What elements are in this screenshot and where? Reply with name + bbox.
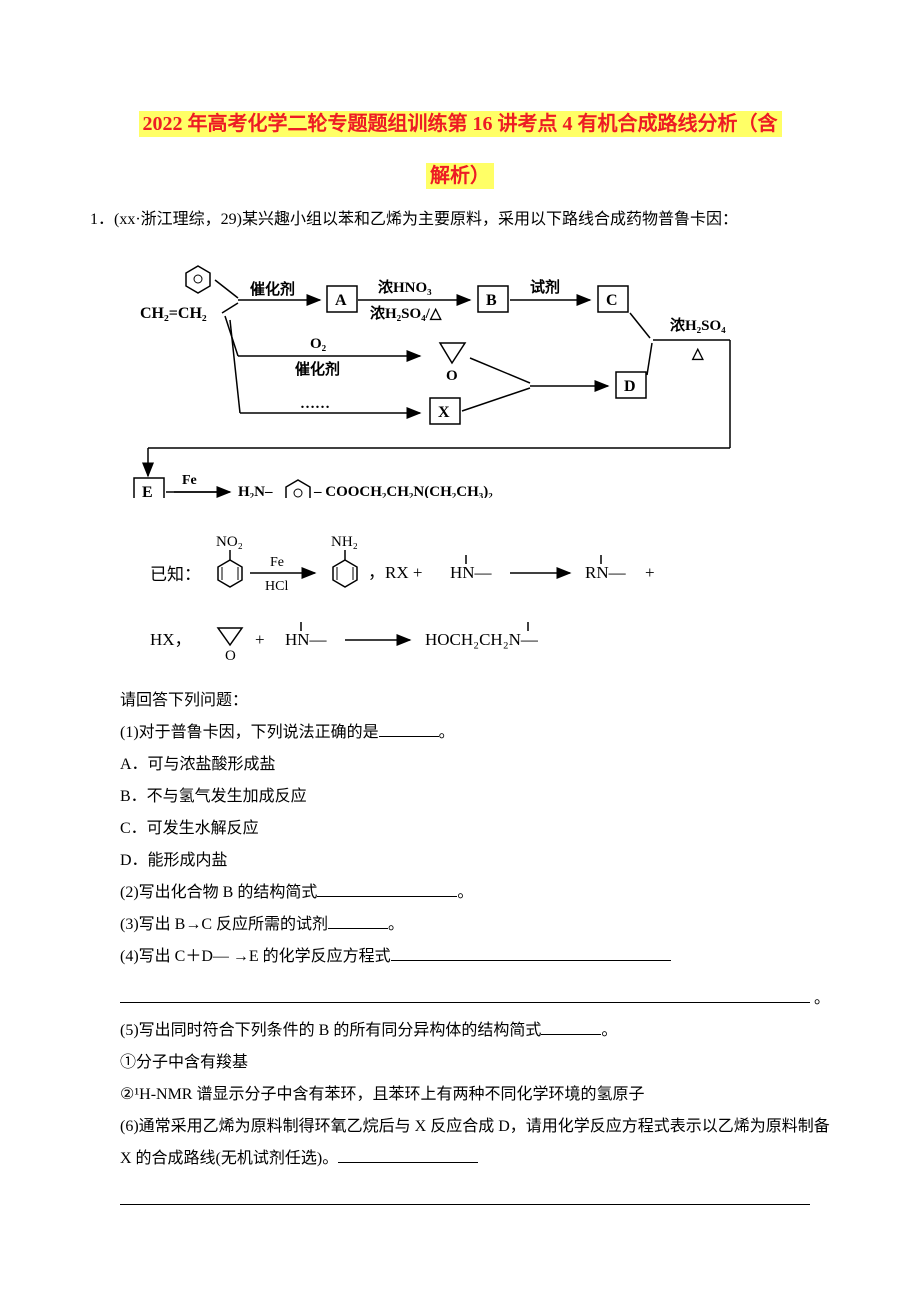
- blank: [328, 913, 388, 929]
- svg-text:+: +: [255, 630, 265, 649]
- svg-text:RN—: RN—: [585, 563, 627, 582]
- blank: [338, 1147, 478, 1163]
- svg-text:– COOCH₂CH₂N(CH₂CH₃)₂: – COOCH₂CH₂N(CH₂CH₃)₂: [313, 484, 493, 498]
- svg-text:催化剂: 催化剂: [250, 280, 295, 298]
- svg-text:已知：: 已知：: [150, 565, 201, 584]
- q4-text: (4)写出 C＋D― →E 的化学反应方程式: [120, 948, 391, 965]
- svg-text:H₂N–: H₂N–: [238, 484, 273, 498]
- q3-text: (3)写出 B→C 反应所需的试剂: [120, 916, 328, 933]
- synthesis-diagram: CH₂=CH₂ 催化剂 A 浓HNO₃ 浓H₂SO₄/△ B 试剂 C O₂ 催…: [130, 248, 830, 498]
- q5-cond2: ②¹H-NMR 谱显示分子中含有苯环，且苯环上有两种不同化学环境的氢原子: [120, 1079, 830, 1111]
- svg-text:HCl: HCl: [178, 497, 203, 498]
- svg-text:+: +: [645, 563, 655, 582]
- page-title: 2022 年高考化学二轮专题题组训练第 16 讲考点 4 有机合成路线分析（含: [90, 100, 830, 148]
- svg-text:HN—: HN—: [285, 630, 328, 649]
- sub-q3: (3)写出 B→C 反应所需的试剂 。: [120, 909, 830, 941]
- svg-text:C: C: [606, 292, 618, 309]
- svg-text:HX，: HX，: [150, 630, 192, 649]
- opt-D: D．能形成内盐: [120, 845, 830, 877]
- svg-text:HOCH₂CH₂N—: HOCH₂CH₂N—: [425, 630, 539, 649]
- opt-A: A．可与浓盐酸形成盐: [120, 749, 830, 781]
- q1-tail: 。: [439, 724, 455, 741]
- flowchart-svg: CH₂=CH₂ 催化剂 A 浓HNO₃ 浓H₂SO₄/△ B 试剂 C O₂ 催…: [130, 248, 770, 498]
- q5-cond1: ①分子中含有羧基: [120, 1047, 830, 1079]
- svg-text:△: △: [691, 346, 704, 362]
- svg-text:D: D: [624, 378, 636, 395]
- svg-text:NH₂: NH₂: [331, 534, 358, 550]
- q5-text: (5)写出同时符合下列条件的 B 的所有同分异构体的结构简式: [120, 1022, 541, 1039]
- question-1-stem: 1．(xx·浙江理综，29)某兴趣小组以苯和乙烯为主要原料，采用以下路线合成药物…: [90, 204, 830, 236]
- q3-tail: 。: [388, 916, 404, 933]
- svg-text:试剂: 试剂: [530, 278, 560, 296]
- sub-q6: (6)通常采用乙烯为原料制得环氧乙烷后与 X 反应合成 D，请用化学反应方程式表…: [120, 1111, 830, 1175]
- svg-text:，RX +: ，RX +: [368, 563, 422, 582]
- q2-tail: 。: [457, 884, 473, 901]
- svg-text:X: X: [438, 404, 450, 421]
- svg-text:NO₂: NO₂: [216, 534, 243, 550]
- answer-prompt: 请回答下列问题：: [120, 685, 830, 717]
- svg-text:浓H₂SO₄/△: 浓H₂SO₄/△: [370, 305, 442, 322]
- svg-text:催化剂: 催化剂: [295, 360, 340, 378]
- opt-B: B．不与氢气发生加成反应: [120, 781, 830, 813]
- sub-q1: (1)对于普鲁卡因，下列说法正确的是 。: [120, 717, 830, 749]
- blank-line: 。: [90, 973, 830, 1015]
- page-title-2: 解析）: [90, 152, 830, 200]
- sub-q2: (2)写出化合物 B 的结构简式 。: [120, 877, 830, 909]
- title-line1: 2022 年高考化学二轮专题题组训练第 16 讲考点 4 有机合成路线分析（含: [139, 111, 782, 137]
- sub-q5: (5)写出同时符合下列条件的 B 的所有同分异构体的结构简式 。: [120, 1015, 830, 1047]
- blank: [379, 721, 439, 737]
- known-block: 已知： NO₂ Fe HCl NH₂ ，RX + HN— RN— + HX， O…: [150, 510, 830, 675]
- q5-tail: 。: [601, 1022, 617, 1039]
- svg-text:浓HNO₃: 浓HNO₃: [378, 279, 432, 296]
- svg-text:HCl: HCl: [265, 579, 288, 594]
- svg-text:B: B: [486, 292, 497, 309]
- q1-text: (1)对于普鲁卡因，下列说法正确的是: [120, 724, 379, 741]
- svg-text:E: E: [142, 484, 153, 498]
- svg-text:O: O: [446, 368, 458, 384]
- known-svg: 已知： NO₂ Fe HCl NH₂ ，RX + HN— RN— + HX， O…: [150, 510, 770, 670]
- blank: [317, 881, 457, 897]
- opt-C: C．可发生水解反应: [120, 813, 830, 845]
- q2-text: (2)写出化合物 B 的结构简式: [120, 884, 317, 901]
- svg-text:A: A: [335, 292, 347, 309]
- blank: [541, 1019, 601, 1035]
- svg-text:Fe: Fe: [182, 473, 197, 488]
- blank-line: [120, 1189, 810, 1205]
- svg-text:O: O: [225, 648, 236, 664]
- title-line2: 解析）: [426, 163, 494, 189]
- svg-text:HN—: HN—: [450, 563, 493, 582]
- q4-tail: 。: [814, 983, 830, 1015]
- svg-text:Fe: Fe: [270, 555, 284, 570]
- svg-text:O₂: O₂: [310, 336, 327, 352]
- svg-text:浓H₂SO₄: 浓H₂SO₄: [670, 317, 726, 334]
- svg-text:CH₂=CH₂: CH₂=CH₂: [140, 305, 207, 322]
- svg-text:……: ……: [300, 396, 330, 412]
- blank: [391, 945, 671, 961]
- sub-q4: (4)写出 C＋D― →E 的化学反应方程式: [120, 941, 830, 973]
